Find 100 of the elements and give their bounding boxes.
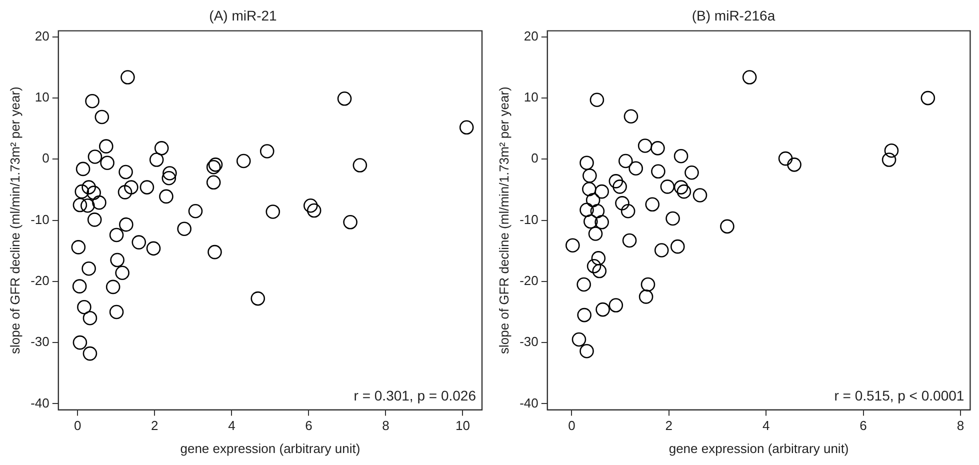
point (72, 335, 88, 350)
point (674, 180, 688, 194)
y-tick-label: 20 (524, 28, 538, 44)
y-tick-label: 0 (42, 150, 50, 166)
point (162, 166, 177, 180)
point (645, 197, 660, 212)
point (106, 280, 120, 294)
point (177, 222, 192, 236)
point (118, 164, 133, 180)
point (592, 264, 607, 278)
chart-title: (A) miR-21 (209, 7, 278, 24)
point (586, 192, 600, 208)
x-tick-label: 10 (456, 418, 470, 434)
point (120, 70, 135, 84)
point (100, 156, 114, 170)
point (576, 277, 591, 292)
point (882, 152, 896, 167)
x-tick-label: 6 (860, 418, 867, 434)
point (208, 158, 223, 172)
point (72, 198, 88, 212)
point (109, 228, 124, 242)
point (87, 212, 102, 227)
point (638, 290, 654, 304)
point (77, 300, 92, 314)
point (250, 291, 266, 306)
point (720, 219, 734, 234)
point (72, 279, 87, 294)
point (608, 298, 624, 312)
point (74, 184, 90, 199)
point (660, 180, 675, 194)
point (572, 332, 586, 347)
point (343, 214, 358, 230)
y-axis-title: slope of GFR decline (ml/min/1.73m² per year) (496, 86, 512, 354)
point (94, 110, 110, 124)
y-tick-label: -30 (30, 334, 50, 350)
x-axis-title: gene expression (arbitrary unit) (180, 440, 360, 456)
annotation: r = 0.515, p < 0.0001 (834, 388, 964, 404)
y-tick-label: -20 (30, 273, 50, 288)
y-tick-label: -20 (520, 273, 538, 288)
point (109, 304, 124, 320)
point (92, 195, 106, 210)
y-tick-label: 10 (524, 90, 538, 105)
point (82, 346, 98, 361)
x-tick-label: 8 (382, 418, 390, 434)
point (146, 241, 161, 256)
point (352, 158, 368, 172)
y-tick-label: -40 (520, 395, 538, 410)
point (266, 204, 280, 219)
point (580, 156, 594, 170)
x-tick-label: 2 (665, 418, 673, 434)
point (612, 180, 627, 194)
point (622, 233, 637, 248)
point (651, 164, 666, 179)
point (85, 94, 100, 108)
chart-title: (B) miR-216a (692, 7, 776, 24)
y-tick-label: -30 (520, 334, 538, 350)
point (154, 141, 169, 156)
point (650, 141, 665, 156)
point (618, 154, 633, 168)
x-tick-label: 8 (956, 418, 964, 434)
y-tick-label: 10 (34, 90, 50, 105)
point (638, 138, 652, 153)
point (580, 202, 594, 218)
point (590, 204, 605, 218)
point (594, 214, 609, 230)
annotation: r = 0.301, p = 0.026 (354, 388, 476, 404)
point (582, 168, 597, 183)
point (82, 310, 98, 326)
x-tick-label: 4 (762, 418, 770, 434)
y-tick-label: -10 (520, 212, 538, 227)
y-tick-label: -40 (30, 395, 50, 410)
point (188, 204, 203, 218)
y-axis-title: slope of GFR decline (ml/min/1.73m² per year) (7, 86, 22, 354)
point (596, 302, 610, 317)
point (580, 344, 594, 358)
point (119, 217, 134, 232)
point (82, 180, 96, 194)
point (337, 92, 352, 106)
point (110, 252, 124, 268)
point (778, 151, 793, 166)
x-tick-label: 0 (74, 418, 82, 434)
point (590, 92, 604, 108)
point (628, 161, 643, 176)
point (615, 196, 630, 210)
point (206, 160, 221, 174)
point (76, 162, 90, 176)
point (583, 214, 598, 229)
point (206, 175, 221, 190)
point (162, 170, 176, 186)
point (159, 189, 174, 204)
point (86, 186, 101, 200)
y-tick-label: -10 (30, 212, 50, 227)
point (588, 226, 603, 241)
point (620, 204, 636, 218)
point (82, 261, 96, 276)
point (670, 239, 685, 254)
x-tick-label: 6 (305, 418, 312, 434)
point (640, 277, 656, 292)
point (98, 139, 114, 154)
y-tick-label: 0 (531, 150, 538, 166)
